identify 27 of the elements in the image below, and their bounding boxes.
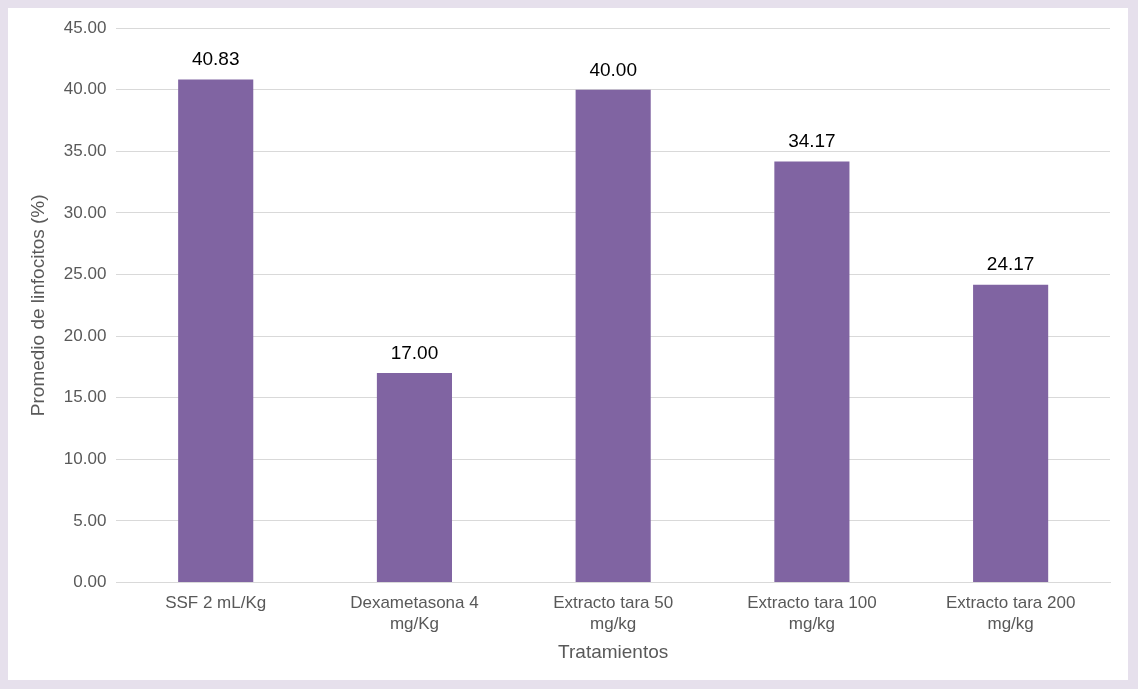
y-tick-label: 20.00 [63, 325, 107, 345]
y-tick-label: 40.00 [63, 79, 107, 99]
y-tick-label: 0.00 [73, 572, 107, 592]
y-tick-label: 25.00 [63, 264, 107, 284]
bar [575, 89, 651, 582]
bar [376, 373, 452, 582]
y-tick-label: 35.00 [63, 141, 107, 161]
y-tick-label: 15.00 [63, 387, 107, 407]
data-label: 34.17 [788, 130, 836, 152]
y-tick-label: 45.00 [63, 17, 107, 37]
y-tick-label: 5.00 [73, 510, 107, 530]
bar [774, 161, 850, 582]
y-tick-label: 30.00 [63, 202, 107, 222]
y-axis-title: Promedio de linfocitos (%) [26, 194, 48, 417]
x-tick-label: Extracto tara 200 mg/kg [945, 593, 1076, 633]
data-label: 40.00 [589, 58, 637, 80]
data-label: 17.00 [390, 341, 439, 363]
x-axis-title: Tratamientos [558, 640, 669, 662]
bar [178, 79, 254, 582]
x-tick-label: SSF 2 mL/Kg [165, 593, 267, 613]
data-label: 40.83 [191, 48, 240, 70]
bar [973, 284, 1049, 582]
data-label: 24.17 [986, 253, 1035, 275]
x-tick-label: Extracto tara 100 mg/kg [747, 593, 877, 633]
y-tick-label: 10.00 [63, 448, 107, 468]
x-tick-label: Extracto tara 50 mg/kg [553, 593, 674, 633]
x-tick-label: Dexametasona 4 mg/Kg [350, 593, 479, 633]
